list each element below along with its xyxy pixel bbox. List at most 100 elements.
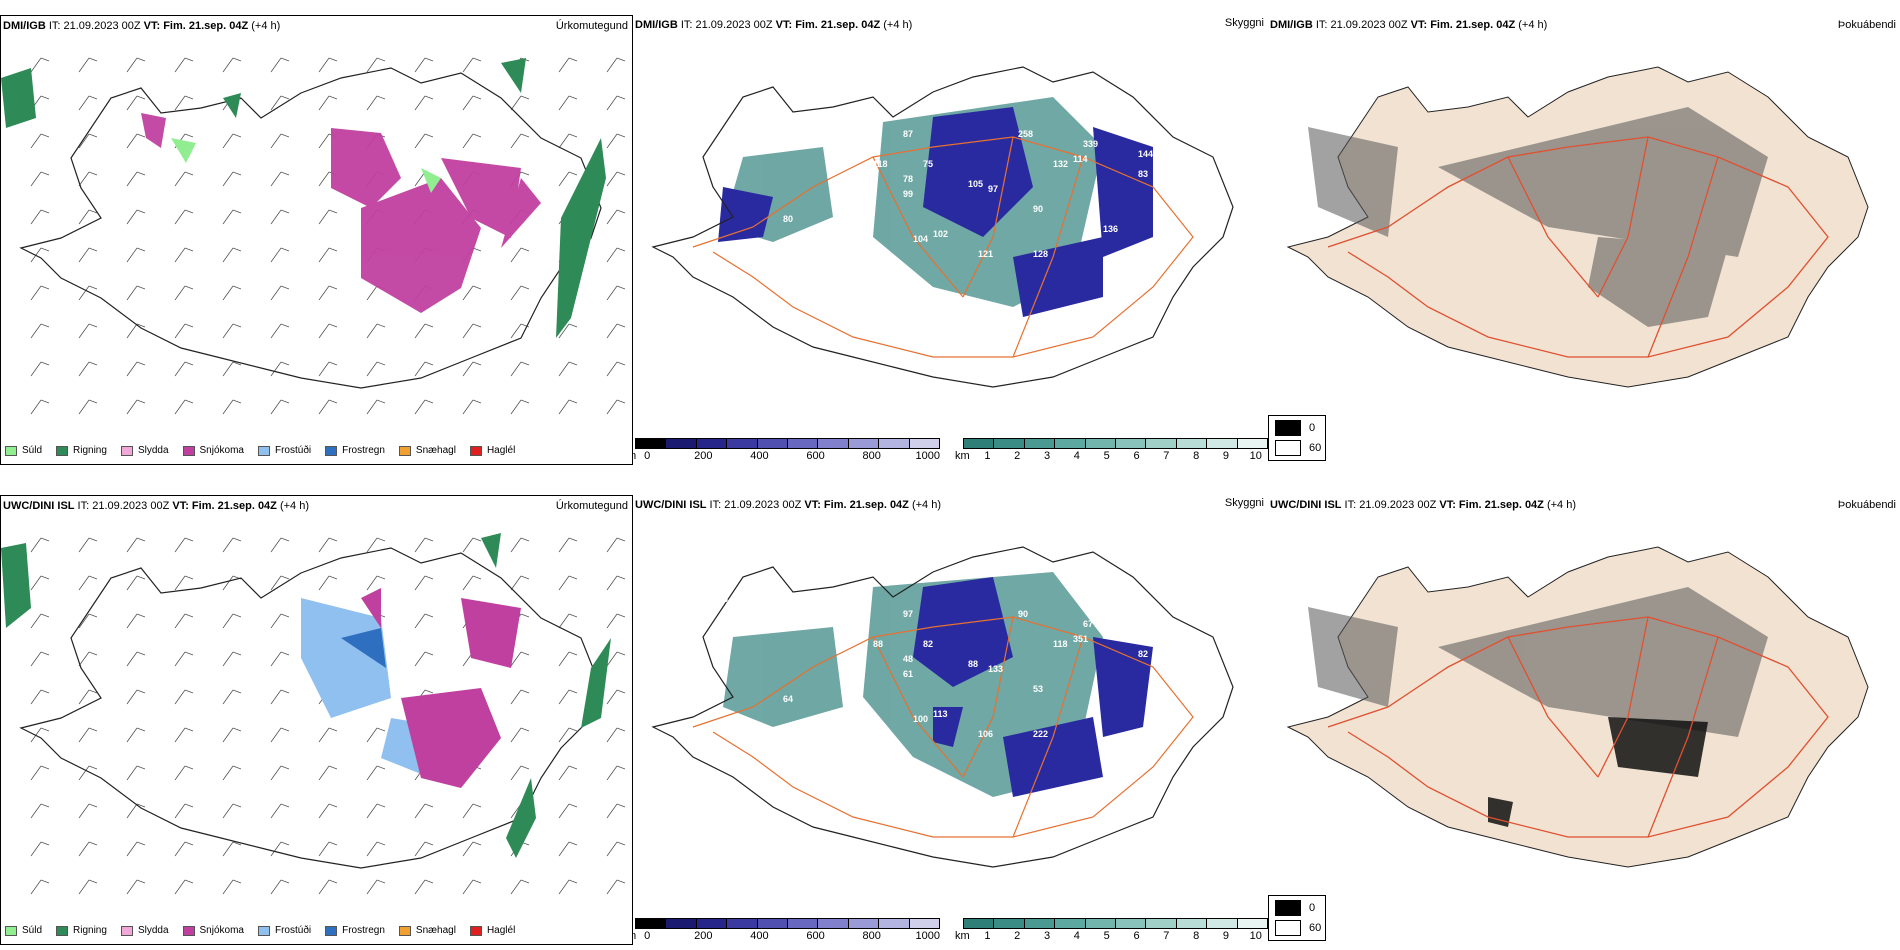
vis-numbers-uwc: 114 136 97 88 82 61 48 88 133 64 100 113 106 222 118 35… (713, 554, 1178, 739)
legend-item-7: Haglél (469, 925, 515, 936)
colorbar-tick: 0 (644, 930, 651, 942)
vis-number: 82 (923, 639, 933, 649)
legend-item-6: Snæhagl (398, 445, 456, 456)
fog-panel-dmi: DMI/IGB IT: 21.09.2023 00Z VT: Fim. 21.s… (1268, 15, 1900, 465)
vis-number: 104 (913, 234, 928, 244)
vis-number: 64 (783, 694, 793, 704)
precip-legend-uwc: Súld Rigning Slydda Snjókoma Frostúði Frostre… (5, 925, 515, 936)
fog-legend-row: 60 (1275, 440, 1325, 456)
vis-number: 132 (1053, 159, 1068, 169)
vis-panel-uwc: UWC/DINI ISL IT: 21.09.2023 00Z VT: Fim.… (633, 495, 1268, 945)
colorbar-segment (1237, 439, 1268, 448)
fog-legend-row: 60 (1275, 920, 1325, 936)
legend-swatch (120, 925, 133, 936)
colorbar-unit: m (633, 450, 636, 462)
colorbar-tick: 800 (862, 930, 881, 942)
vis-number: 222 (1033, 729, 1048, 739)
colorbar-segment (1116, 919, 1147, 928)
vis-panel-dmi: DMI/IGB IT: 21.09.2023 00Z VT: Fim. 21.s… (633, 15, 1268, 465)
legend-item-2: Slydda (120, 445, 169, 456)
fog-legend-label: 60 (1309, 442, 1322, 454)
colorbar-tick: 3 (1043, 450, 1051, 462)
colorbar-segment (727, 919, 758, 928)
colorbar-tick: 600 (806, 930, 825, 942)
colorbar-segment (1085, 919, 1117, 928)
vis-number: 118 (873, 159, 888, 169)
colorbar-segment (1024, 919, 1056, 928)
colorbar-segment (879, 919, 910, 928)
colorbar-segment (1055, 439, 1086, 448)
vis-number: 133 (988, 664, 1003, 674)
colorbar-tick: 1000 (915, 930, 941, 942)
fog-legend-label: 0 (1309, 902, 1316, 914)
colorbar-tick: 600 (806, 450, 825, 462)
legend-swatch (5, 445, 17, 456)
vis-number: 18 (728, 74, 738, 84)
legend-item-3: Snjókoma (182, 925, 244, 936)
vis-number: 68 (1163, 189, 1173, 199)
vis-number: 114 (1073, 154, 1088, 164)
vis-number: 258 (1018, 129, 1033, 139)
colorbar-segment (696, 439, 728, 448)
colorbar-segment (909, 919, 940, 928)
vis-number: 53 (1033, 684, 1043, 694)
legend-item-0: Súld (5, 925, 42, 936)
colorbar-segment (666, 439, 697, 448)
colorbar-unit: m (633, 930, 636, 942)
colorbar-segment (994, 919, 1025, 928)
vis-number: 130 (1163, 634, 1178, 644)
fog-legend-swatch (1275, 440, 1301, 456)
colorbar-segment (727, 439, 758, 448)
vis-header-uwc: UWC/DINI ISL IT: 21.09.2023 00Z VT: Fim.… (635, 499, 942, 511)
colorbar-segment (1207, 439, 1238, 448)
colorbar-segment (818, 919, 849, 928)
colorbar-tick: 4 (1073, 930, 1080, 942)
colorbar-tick: 4 (1073, 450, 1080, 462)
legend-label: Frostúði (274, 925, 312, 936)
vis-number: 75 (923, 159, 933, 169)
precip-header-dmi: DMI/IGB IT: 21.09.2023 00Z VT: Fim. 21.s… (3, 20, 281, 32)
legend-label: Súld (22, 445, 43, 456)
fog-legend-row: 0 (1275, 900, 1325, 916)
colorbar-segment (1116, 439, 1147, 448)
colorbar-tick: 5 (1103, 450, 1110, 462)
legend-item-4: Frostúði (257, 445, 311, 456)
legend-swatch (325, 925, 338, 936)
vis-number: 97 (988, 184, 998, 194)
colorbar-segment (879, 439, 910, 448)
colorbar-segment (1085, 439, 1117, 448)
vis-number: 80 (783, 214, 793, 224)
colorbar-tick: 8 (1193, 930, 1200, 942)
legend-label: Snjókoma (199, 925, 244, 936)
colorbar-tick: 1000 (915, 450, 941, 462)
vis-number: 99 (903, 189, 913, 199)
legend-item-5: Frostregn (325, 925, 385, 936)
legend-swatch (56, 445, 69, 456)
precip-title-dmi: Úrkomutegund (555, 20, 628, 32)
colorbar-tick: 10 (1249, 450, 1262, 462)
vis-number: 136 (713, 594, 728, 604)
colorbar-tick: 7 (1163, 450, 1170, 462)
colorbar-segment (696, 919, 728, 928)
colorbar-tick: 2 (1014, 930, 1021, 942)
legend-swatch (56, 925, 69, 936)
colorbar-segment (1055, 919, 1086, 928)
fog-legend-row: 0 (1275, 420, 1325, 436)
visibility-colorbar-dmi: km 1 2 3 4 5 6 7 8 9 10 (955, 438, 1268, 463)
legend-label: Haglél (486, 445, 516, 456)
legend-swatch (469, 445, 482, 456)
vis-number: 48 (903, 654, 913, 664)
colorbar-unit: km (955, 450, 970, 462)
vis-number: 97 (903, 609, 913, 619)
fog-header-uwc: UWC/DINI ISL IT: 21.09.2023 00Z VT: Fim.… (1270, 499, 1577, 511)
vis-number: 121 (978, 249, 993, 259)
fog-legend-swatch (1275, 420, 1301, 436)
legend-swatch (398, 925, 411, 936)
legend-item-1: Rigning (56, 445, 107, 456)
colorbar-segment (964, 919, 995, 928)
colorbar-segment (757, 439, 789, 448)
legend-item-2: Slydda (120, 925, 169, 936)
colorbar-segment (848, 919, 880, 928)
colorbar-tick: 9 (1222, 450, 1230, 462)
colorbar-segment (909, 439, 940, 448)
